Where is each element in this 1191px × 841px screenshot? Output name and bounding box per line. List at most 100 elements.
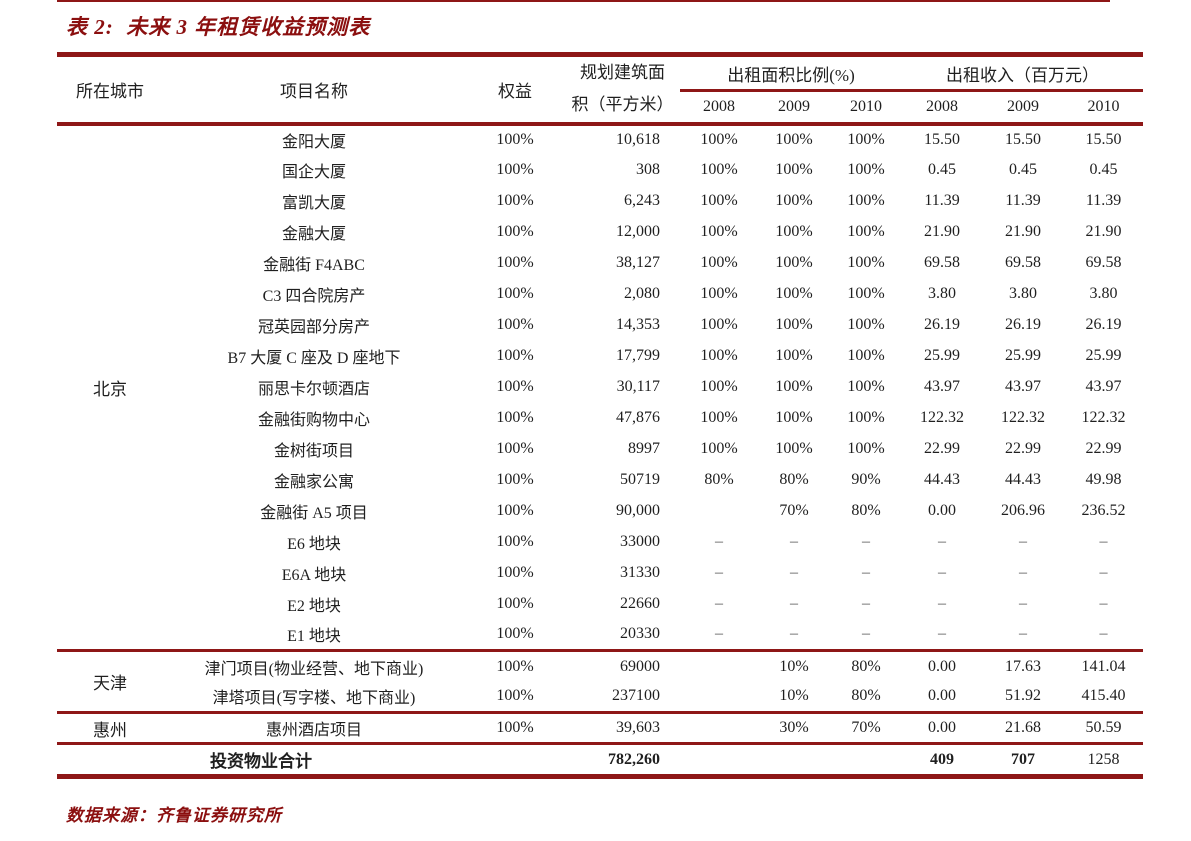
income-cell: –	[1099, 595, 1108, 613]
table-row: E2 地块 100% 22660 – – – – – –	[57, 589, 1143, 620]
ratio-cell: 100%	[700, 378, 738, 396]
income-cell: 11.39	[1085, 192, 1122, 210]
project-cell: E1 地块	[287, 628, 341, 646]
project-cell: C3 四合院房产	[262, 288, 366, 306]
equity-cell: 100%	[496, 223, 534, 241]
equity-cell: 100%	[496, 595, 534, 613]
ratio-cell: 30%	[758, 711, 830, 744]
income-cell: 707	[982, 742, 1065, 780]
equity-cell: 100%	[496, 285, 534, 303]
ratio-cell: 100%	[847, 192, 885, 210]
income-cell: 69.58	[1005, 254, 1042, 272]
area-cell: 69000	[565, 649, 680, 682]
table-row: 金融街 A5 项目 100% 90,000 70% 80% 0.00 206.96 236.5…	[57, 496, 1143, 527]
group-header-income: 出租收入（百万元）	[902, 54, 1144, 93]
income-cell: 15.50	[1085, 131, 1122, 149]
income-cell: –	[1099, 564, 1108, 582]
project-cell: 惠州酒店项目	[163, 711, 465, 744]
ratio-cell: 100%	[700, 316, 738, 334]
equity-cell: 100%	[496, 625, 534, 643]
income-cell: 69.58	[924, 254, 961, 272]
income-cell: –	[1019, 625, 1028, 643]
table-row: 富凯大厦 100% 6,243 100% 100% 100% 11.39 11.39 11.39	[57, 186, 1143, 217]
table-header: 所在城市 项目名称 权益 规划建筑面 积（平方米） 出租面积比例(%) 出租收入…	[57, 54, 1144, 124]
income-cell: 11.39	[924, 192, 960, 210]
ratio-cell: 80%	[779, 471, 809, 489]
area-cell: 90,000	[616, 502, 660, 520]
total-label-cell: 投资物业合计	[57, 742, 465, 780]
income-cell: 22.99	[1005, 440, 1042, 458]
area-cell: 17,799	[616, 347, 660, 365]
area-cell: 6,243	[624, 192, 660, 210]
area-cell: 30,117	[616, 378, 660, 396]
year-header-income-2008: 2008	[926, 97, 959, 115]
income-cell: 0.45	[1089, 161, 1118, 179]
income-cell: 15.50	[1005, 131, 1042, 149]
equity-cell: 100%	[496, 409, 534, 427]
income-cell: 3.80	[1089, 285, 1118, 303]
income-cell: –	[1019, 564, 1028, 582]
area-cell: 12,000	[616, 223, 660, 241]
ratio-cell: 100%	[700, 192, 738, 210]
income-cell: 26.19	[1085, 316, 1122, 334]
project-cell: 金融家公寓	[273, 474, 354, 492]
ratio-cell	[680, 649, 758, 682]
table-row: 金融街购物中心 100% 47,876 100% 100% 100% 122.32 122.3…	[57, 403, 1143, 434]
ratio-cell: 100%	[847, 131, 885, 149]
area-cell: 308	[636, 161, 660, 179]
page-title: 表 2: 未来 3 年租赁收益预测表	[66, 15, 371, 39]
ratio-cell: –	[715, 625, 723, 643]
income-cell: 69.58	[1085, 254, 1122, 272]
income-cell: –	[938, 564, 947, 582]
income-cell: 21.90	[1005, 223, 1042, 241]
area-cell: 50719	[620, 471, 660, 489]
equity-cell: 100%	[496, 347, 534, 365]
income-cell: 25.99	[1005, 347, 1042, 365]
year-header-income-2010: 2010	[1087, 97, 1120, 115]
income-cell: –	[1099, 625, 1108, 643]
equity-cell: 100%	[496, 378, 534, 396]
income-cell: –	[1099, 533, 1108, 551]
income-cell: 26.19	[1005, 316, 1042, 334]
project-cell: E6 地块	[287, 536, 341, 554]
ratio-cell: –	[715, 595, 723, 613]
col-header-area-line1: 规划建筑面	[580, 63, 665, 82]
income-cell: 0.00	[902, 649, 983, 682]
table-row: 北京 金阳大厦 100% 10,618 100% 100% 100% 15.50 15.50 15…	[57, 124, 1143, 399]
year-header-ratio-2010: 2010	[850, 97, 883, 115]
income-cell: 0.00	[902, 711, 983, 744]
ratio-cell: 100%	[775, 316, 813, 334]
area-cell: 38,127	[616, 254, 660, 272]
ratio-cell: 100%	[775, 223, 813, 241]
income-cell: 43.97	[1085, 378, 1122, 396]
ratio-cell: 100%	[700, 440, 738, 458]
area-cell: 782,260	[565, 742, 680, 780]
project-cell: 冠英园部分房产	[257, 319, 370, 337]
income-cell: 49.98	[1085, 471, 1122, 489]
col-header-city: 所在城市	[76, 81, 144, 101]
income-cell: 0.45	[928, 161, 957, 179]
income-cell: 44.43	[1005, 471, 1042, 489]
income-cell: 141.04	[1064, 649, 1144, 682]
city-cell: 惠州	[57, 711, 163, 744]
equity-cell: 100%	[496, 316, 534, 334]
ratio-cell: 10%	[779, 687, 809, 705]
ratio-cell: 80%	[704, 471, 734, 489]
equity-cell: 100%	[496, 533, 534, 551]
ratio-cell: –	[790, 533, 798, 551]
table-row: B7 大厦 C 座及 D 座地下 100% 17,799 100% 100% 100% 25…	[57, 341, 1143, 372]
income-cell: 236.52	[1081, 502, 1126, 520]
income-cell: 1258	[1064, 742, 1144, 780]
area-cell: 31330	[620, 564, 660, 582]
ratio-cell	[758, 742, 830, 780]
col-header-equity: 权益	[498, 81, 532, 101]
income-cell: 44.43	[924, 471, 961, 489]
ratio-cell	[680, 496, 758, 527]
table-body: 北京 金阳大厦 100% 10,618 100% 100% 100% 15.50 15.50 15…	[57, 124, 1144, 780]
project-cell: 金融街 F4ABC	[263, 257, 365, 275]
ratio-cell: –	[715, 564, 723, 582]
equity-cell: 100%	[465, 711, 565, 744]
table-row: 金融大厦 100% 12,000 100% 100% 100% 21.90 21.90 21.9…	[57, 217, 1143, 248]
ratio-cell: –	[790, 595, 798, 613]
project-cell: 富凯大厦	[281, 195, 346, 213]
